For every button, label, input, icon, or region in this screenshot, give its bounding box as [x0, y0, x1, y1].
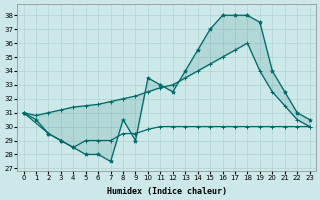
- X-axis label: Humidex (Indice chaleur): Humidex (Indice chaleur): [107, 187, 227, 196]
